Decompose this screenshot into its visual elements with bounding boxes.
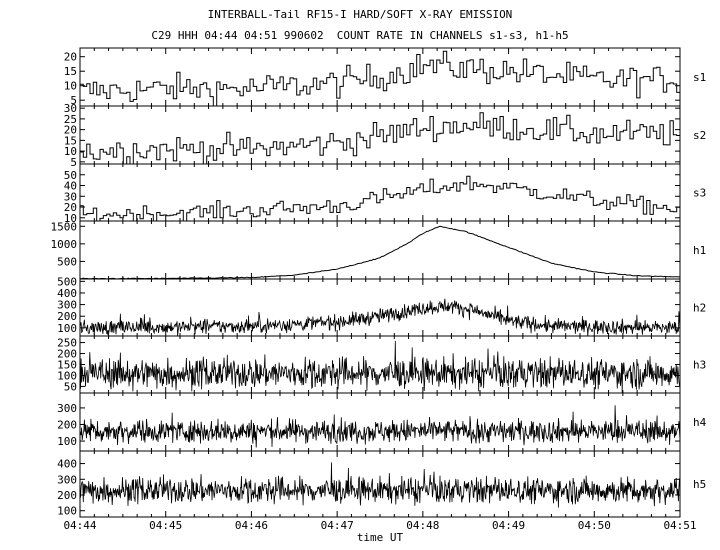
y-tick-label-s3: 10 xyxy=(64,212,77,225)
y-tick-label-h4: 200 xyxy=(57,418,77,431)
y-tick-label-s2: 30 xyxy=(64,102,77,115)
y-tick-label-h5: 200 xyxy=(57,489,77,502)
y-tick-label-s1: 15 xyxy=(64,65,77,78)
y-tick-label-h3: 150 xyxy=(57,359,77,372)
x-axis-label: time UT xyxy=(357,531,404,544)
series-label-h4: h4 xyxy=(693,416,707,429)
chart-subtitle: C29 HHH 04:44 04:51 990602 COUNT RATE IN… xyxy=(151,29,569,42)
y-tick-label-s2: 25 xyxy=(64,113,77,126)
y-tick-label-h2: 300 xyxy=(57,299,77,312)
series-line-s3 xyxy=(80,175,681,222)
y-tick-label-s3: 50 xyxy=(64,169,77,182)
series-line-h5 xyxy=(79,462,681,508)
series-label-h3: h3 xyxy=(693,359,706,372)
series-label-s2: s2 xyxy=(693,129,706,142)
series-label-h2: h2 xyxy=(693,302,706,315)
x-tick-label: 04:51 xyxy=(663,519,696,532)
y-tick-label-s1: 5 xyxy=(70,94,77,107)
y-tick-label-h3: 100 xyxy=(57,369,77,382)
y-tick-label-h1: 1500 xyxy=(51,220,78,233)
y-tick-label-s3: 20 xyxy=(64,201,77,214)
y-tick-label-s1: 20 xyxy=(64,51,77,64)
series-label-s3: s3 xyxy=(693,187,706,200)
y-tick-label-h4: 300 xyxy=(57,402,77,415)
x-tick-label: 04:46 xyxy=(235,519,268,532)
y-tick-label-s2: 5 xyxy=(70,156,77,169)
series-line-h3 xyxy=(79,340,681,394)
panel-frame-h4 xyxy=(79,392,681,452)
series-line-h2 xyxy=(79,298,681,337)
y-tick-label-s2: 10 xyxy=(64,145,77,158)
y-tick-label-s1: 10 xyxy=(64,80,77,93)
x-tick-label: 04:47 xyxy=(321,519,354,532)
x-tick-label: 04:48 xyxy=(406,519,439,532)
y-tick-label-h1: 1000 xyxy=(51,238,78,251)
y-tick-label-h5: 300 xyxy=(57,473,77,486)
chart-title: INTERBALL-Tail RF15-I HARD/SOFT X-RAY EM… xyxy=(207,8,513,21)
y-tick-label-s3: 30 xyxy=(64,190,77,203)
series-label-h1: h1 xyxy=(693,244,706,257)
x-tick-label: 04:44 xyxy=(63,519,96,532)
y-tick-label-s3: 40 xyxy=(64,180,77,193)
panel-frame-h1 xyxy=(79,220,681,280)
series-line-h1 xyxy=(79,225,681,280)
y-tick-label-h2: 100 xyxy=(57,322,77,335)
series-label-h5: h5 xyxy=(693,478,706,491)
y-tick-label-h3: 250 xyxy=(57,337,77,350)
y-tick-label-h3: 200 xyxy=(57,348,77,361)
y-tick-label-s2: 20 xyxy=(64,124,77,137)
y-tick-label-h2: 500 xyxy=(57,275,77,288)
x-tick-label: 04:49 xyxy=(492,519,525,532)
y-tick-label-h4: 100 xyxy=(57,435,77,448)
series-line-s2 xyxy=(80,112,681,165)
y-tick-label-h5: 100 xyxy=(57,505,77,518)
x-tick-label: 04:45 xyxy=(149,519,182,532)
x-tick-label: 04:50 xyxy=(578,519,611,532)
y-tick-label-h2: 400 xyxy=(57,287,77,300)
series-line-h4 xyxy=(79,405,681,448)
y-tick-label-h5: 400 xyxy=(57,458,77,471)
series-label-s1: s1 xyxy=(693,71,706,84)
y-tick-label-s2: 15 xyxy=(64,134,77,147)
y-tick-label-h2: 200 xyxy=(57,310,77,323)
y-tick-label-h3: 50 xyxy=(64,380,77,393)
panel-frame-h3 xyxy=(79,335,681,394)
y-tick-label-h1: 500 xyxy=(57,255,77,268)
series-line-s1 xyxy=(80,50,681,107)
